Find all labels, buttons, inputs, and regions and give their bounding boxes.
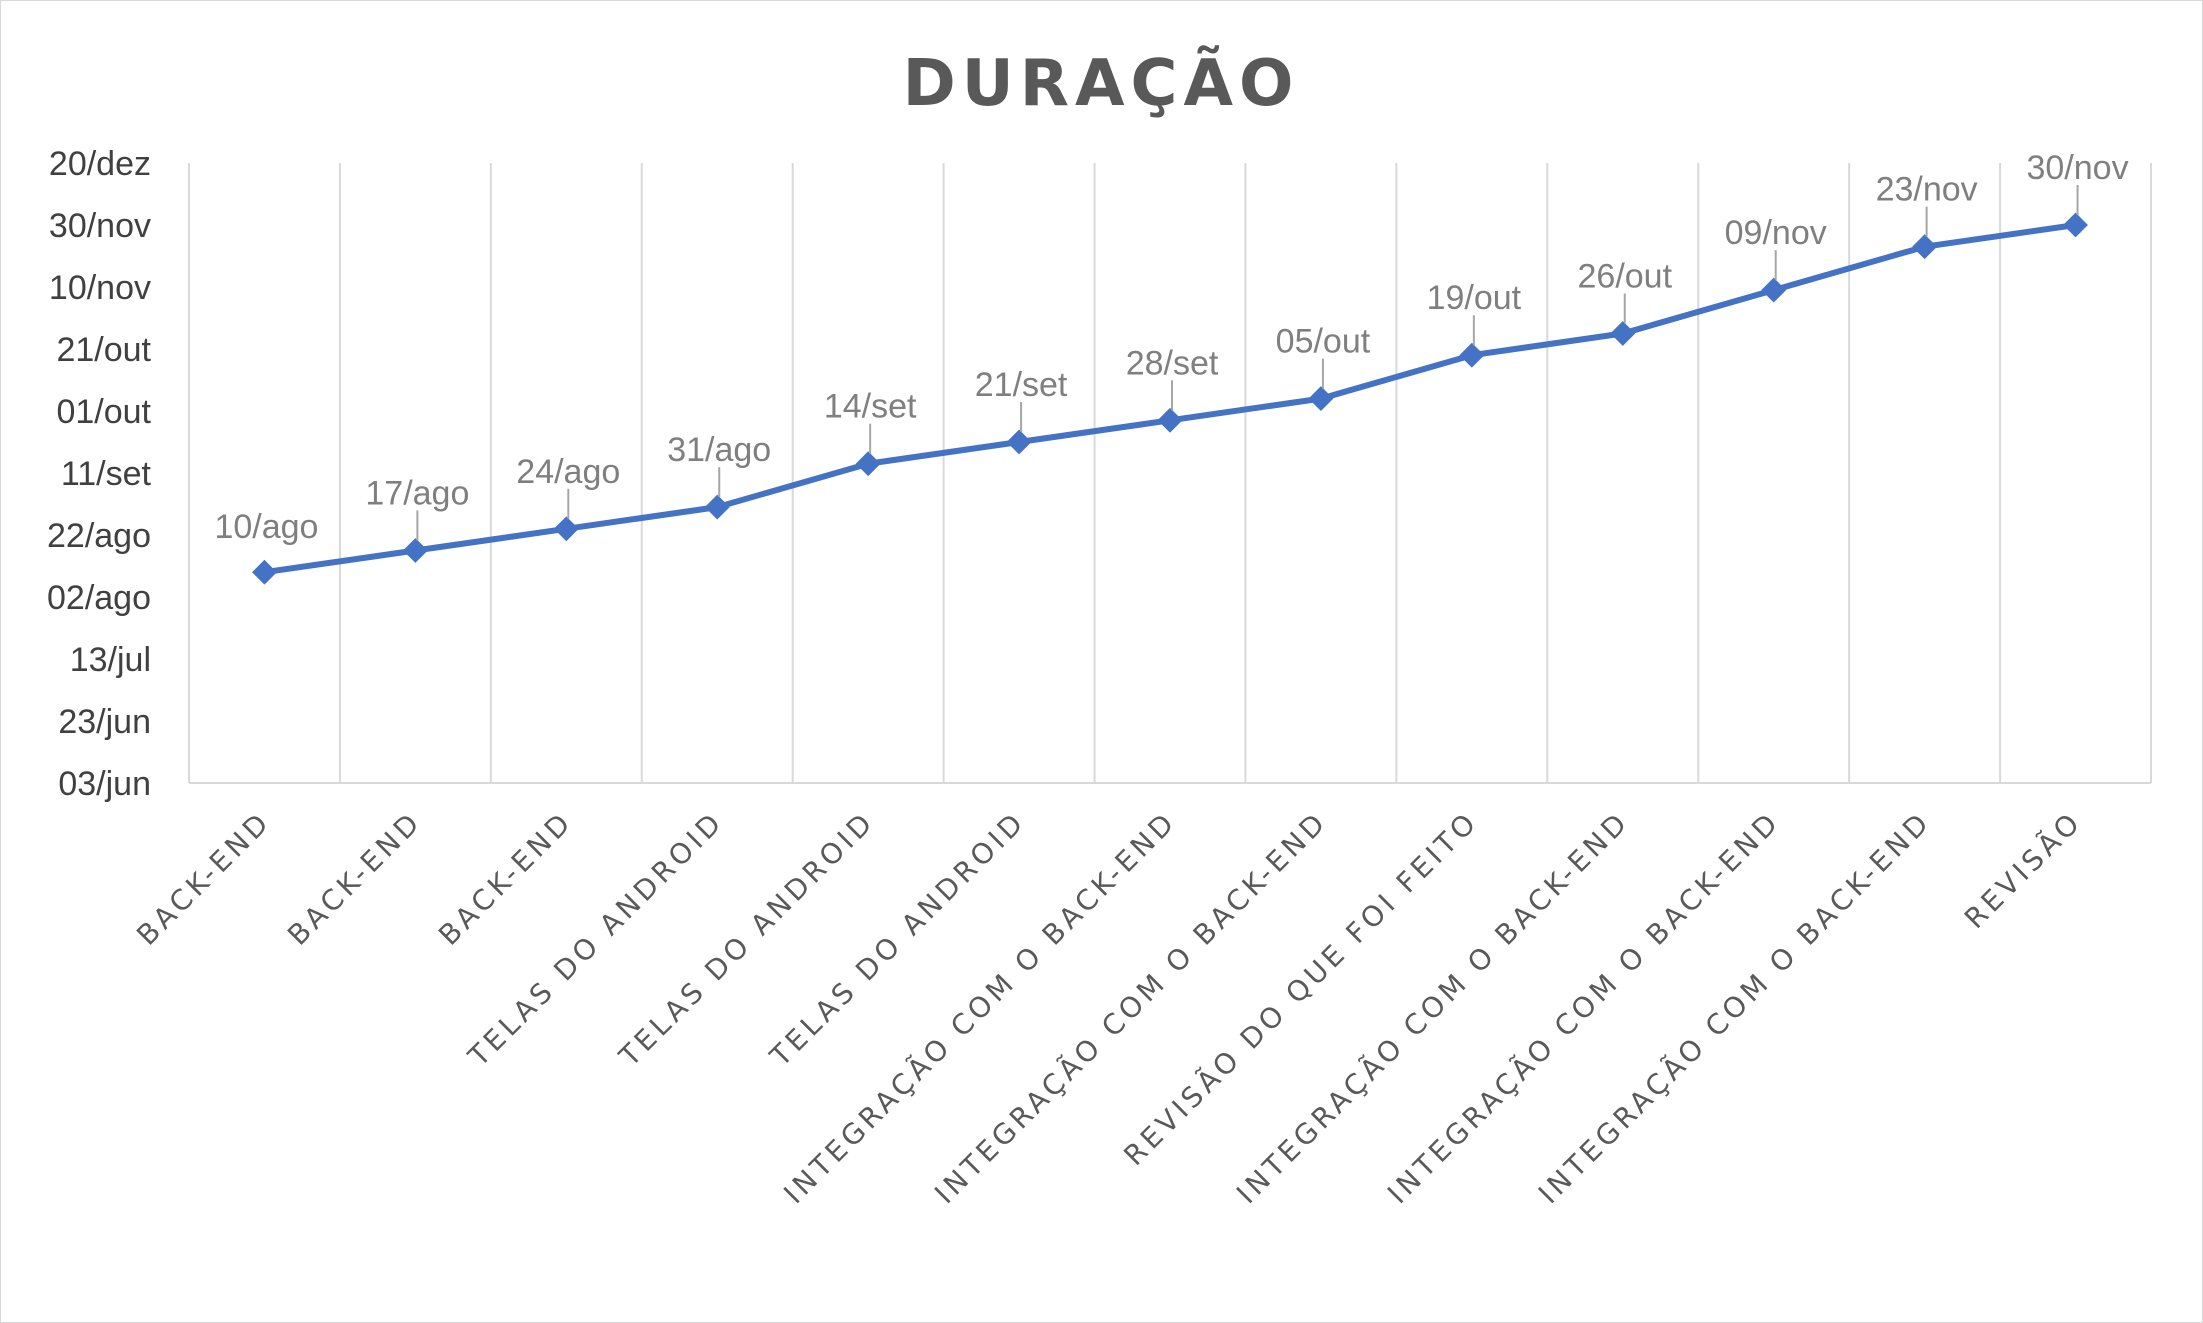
y-tick-label-2: 13/jul — [70, 641, 151, 679]
data-point-7 — [1308, 386, 1334, 412]
x-tick-label-2: BACK-END — [432, 805, 579, 952]
y-axis: 03/jun 23/jun 13/jul 02/ago 22/ago 11/set 01/o… — [47, 145, 152, 803]
data-point-12 — [2063, 212, 2088, 238]
data-labels: 10/ago 17/ago 24/ago 31/ago 14/set 21/set 28/s… — [214, 149, 2128, 546]
data-label-11: 23/nov — [1876, 171, 1978, 209]
y-tick-label-3: 02/ago — [47, 579, 151, 617]
y-tick-label-5: 11/set — [61, 455, 152, 493]
grid — [188, 163, 2152, 784]
data-label-2: 24/ago — [516, 453, 620, 491]
data-label-4: 14/set — [824, 388, 917, 426]
y-tick-label-6: 01/out — [56, 393, 151, 431]
data-point-5 — [1006, 429, 1032, 455]
data-point-0 — [252, 559, 277, 585]
y-tick-label-1: 23/jun — [58, 703, 151, 741]
data-label-9: 26/out — [1578, 258, 1673, 296]
x-tick-label-3: TELAS DO ANDROID — [461, 805, 730, 1074]
data-label-1: 17/ago — [365, 475, 469, 513]
data-point-1 — [402, 538, 428, 563]
y-tick-label-8: 10/nov — [49, 269, 151, 307]
x-tick-label-0: BACK-END — [130, 805, 277, 952]
y-tick-label-0: 03/jun — [58, 765, 151, 803]
data-point-2 — [553, 516, 579, 542]
data-point-10 — [1761, 277, 1787, 303]
y-tick-label-7: 21/out — [56, 331, 151, 369]
data-point-8 — [1459, 342, 1485, 368]
data-label-7: 05/out — [1276, 323, 1371, 361]
x-tick-label-4: TELAS DO ANDROID — [612, 805, 881, 1074]
y-tick-label-9: 30/nov — [49, 207, 151, 245]
data-label-10: 09/nov — [1725, 214, 1827, 252]
data-label-6: 28/set — [1126, 344, 1219, 382]
x-tick-label-1: BACK-END — [281, 805, 428, 952]
y-tick-label-4: 22/ago — [47, 517, 151, 555]
data-label-5: 21/set — [975, 366, 1068, 404]
series-line-0 — [264, 222, 2076, 576]
x-tick-label-5: TELAS DO ANDROID — [763, 805, 1032, 1074]
chart-title: DURAÇÃO — [903, 45, 1300, 121]
data-point-6 — [1157, 407, 1183, 433]
data-label-3: 31/ago — [667, 431, 771, 469]
data-point-9 — [1610, 321, 1636, 346]
y-tick-label-10: 20/dez — [49, 145, 151, 183]
data-label-12: 30/nov — [2026, 149, 2128, 187]
data-point-11 — [1912, 234, 1938, 260]
data-point-4 — [855, 451, 881, 477]
data-point-3 — [704, 494, 730, 520]
data-label-8: 19/out — [1427, 279, 1522, 317]
data-label-0: 10/ago — [214, 508, 318, 546]
x-tick-label-12: REVISÃO — [1958, 805, 2089, 936]
series — [252, 212, 2088, 585]
